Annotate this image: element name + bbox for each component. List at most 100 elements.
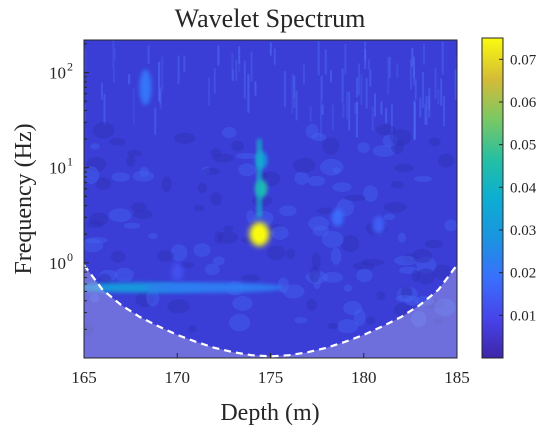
x-tick-label: 180: [351, 368, 377, 387]
texture-streak: [84, 104, 86, 124]
texture-streak: [356, 77, 359, 98]
x-tick-label: 185: [444, 368, 470, 387]
texture-streak: [293, 75, 296, 99]
texture-streak: [364, 49, 367, 69]
texture-blob: [397, 232, 406, 243]
texture-streak: [128, 74, 131, 85]
texture-streak: [235, 59, 238, 81]
texture-blob: [294, 317, 308, 324]
texture-blob: [218, 231, 238, 244]
texture-streak: [217, 45, 220, 66]
colorbar-tick-label: 0.01: [510, 308, 536, 324]
texture-streak: [443, 96, 445, 126]
texture-blob: [412, 249, 432, 263]
texture-blob: [343, 284, 353, 292]
texture-blob: [332, 167, 341, 174]
spectrum-feature: [171, 263, 184, 282]
spectrum-feature: [144, 282, 285, 293]
spectrum-feature: [372, 216, 385, 234]
x-tick-label: 170: [165, 368, 191, 387]
texture-streak: [159, 87, 162, 105]
texture-blob: [294, 171, 309, 185]
texture-blob: [241, 274, 260, 284]
texture-blob: [232, 295, 253, 311]
texture-blob: [156, 250, 174, 262]
texture-blob: [375, 124, 396, 136]
texture-blob: [111, 172, 130, 182]
texture-blob: [391, 181, 404, 189]
texture-blob: [131, 202, 147, 212]
colorbar-tick-label: 0.05: [510, 138, 536, 154]
texture-streak: [208, 77, 210, 106]
colorbar-tick-label: 0.03: [510, 223, 536, 239]
texture-streak: [344, 43, 347, 75]
texture-streak: [291, 73, 294, 114]
texture-streak: [309, 106, 312, 122]
texture-blob: [85, 237, 108, 244]
texture-blob: [327, 323, 339, 330]
texture-streak: [454, 69, 457, 100]
texture-blob: [353, 308, 366, 327]
texture-streak: [390, 104, 393, 142]
texture-streak: [158, 61, 161, 102]
x-tick-label: 165: [71, 368, 97, 387]
texture-streak: [419, 97, 422, 118]
spectrum-feature: [139, 69, 152, 106]
texture-streak: [283, 71, 286, 108]
texture-streak: [183, 55, 186, 72]
texture-streak: [354, 102, 357, 114]
texture-streak: [154, 107, 157, 135]
texture-streak: [358, 63, 361, 96]
texture-blob: [356, 268, 373, 283]
texture-streak: [428, 96, 431, 111]
texture-streak: [324, 49, 327, 75]
texture-streak: [243, 60, 246, 99]
texture-streak: [346, 91, 348, 120]
texture-blob: [394, 255, 418, 266]
texture-blob: [204, 263, 220, 276]
texture-blob: [231, 140, 245, 152]
texture-blob: [321, 272, 344, 283]
y-tick-label: 10: [49, 159, 66, 178]
texture-blob: [126, 155, 136, 167]
texture-blob: [178, 262, 195, 269]
texture-blob: [92, 122, 115, 139]
texture-blob: [108, 208, 132, 223]
texture-streak: [371, 106, 374, 131]
texture-blob: [95, 177, 112, 190]
y-tick-exponent: 1: [67, 155, 73, 169]
texture-streak: [440, 78, 443, 106]
texture-blob: [363, 185, 378, 203]
texture-blob: [84, 166, 100, 185]
texture-blob: [322, 137, 340, 155]
texture-streak: [396, 63, 399, 78]
texture-blob: [214, 231, 223, 244]
colorbar: [481, 37, 504, 359]
texture-streak: [367, 59, 370, 70]
texture-streak: [321, 104, 324, 116]
texture-streak: [414, 79, 417, 100]
texture-blob: [238, 163, 256, 177]
texture-streak: [232, 69, 234, 81]
texture-blob: [332, 182, 352, 193]
texture-blob: [344, 194, 366, 202]
texture-streak: [428, 88, 431, 118]
texture-streak: [424, 103, 427, 125]
texture-streak: [213, 68, 216, 94]
texture-blob: [376, 291, 386, 301]
texture-streak: [441, 41, 444, 75]
texture-blob: [266, 245, 286, 260]
texture-blob: [146, 288, 160, 307]
texture-blob: [114, 267, 134, 282]
texture-blob: [197, 182, 207, 194]
texture-blob: [411, 269, 420, 283]
texture-streak: [250, 51, 253, 82]
colorbar-tick-label: 0.04: [510, 180, 537, 196]
y-tick-label: 10: [49, 64, 66, 83]
texture-streak: [247, 74, 250, 113]
texture-blob: [89, 212, 108, 226]
texture-blob: [425, 240, 443, 249]
spectrum-ridge: [257, 139, 262, 218]
colorbar-ticks: 0.01 0.02 0.03 0.04 0.05 0.06 0.07: [499, 52, 537, 324]
